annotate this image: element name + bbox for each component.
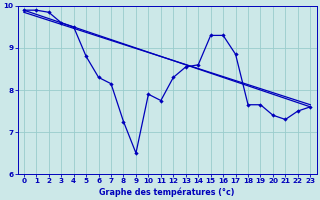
X-axis label: Graphe des températures (°c): Graphe des températures (°c): [99, 187, 235, 197]
